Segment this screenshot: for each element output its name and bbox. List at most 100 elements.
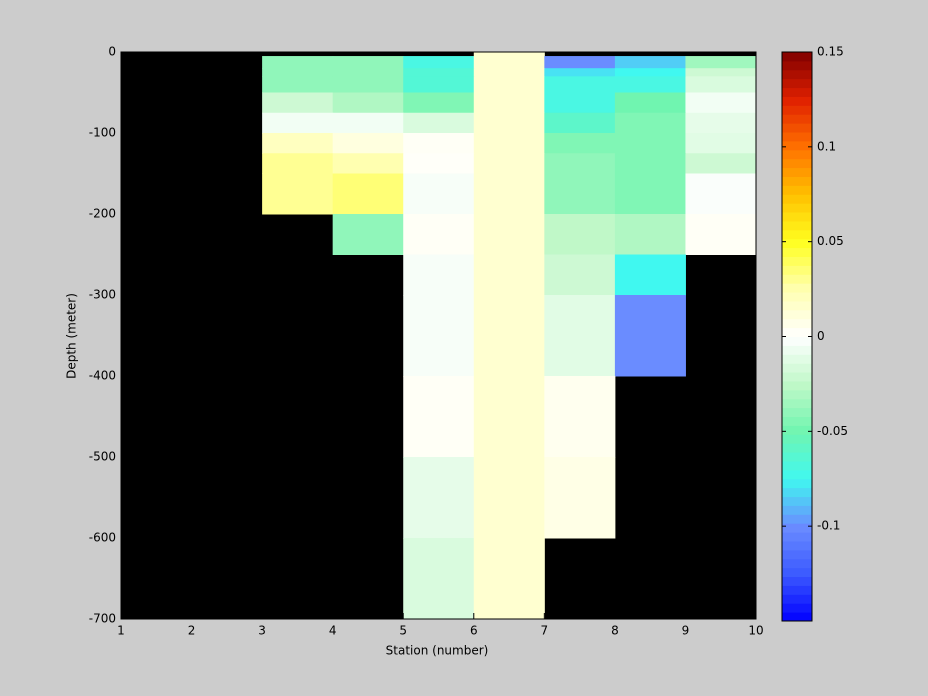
- colorbar-step: [782, 354, 812, 364]
- cell: [544, 112, 616, 134]
- y-tick-label: -700: [89, 612, 116, 626]
- x-tick-label: 3: [258, 624, 266, 638]
- colorbar-step: [782, 60, 812, 71]
- cell: [544, 295, 616, 377]
- y-tick-label: -400: [89, 369, 116, 383]
- cells: [262, 52, 757, 620]
- x-tick-label: 2: [188, 624, 196, 638]
- cell: [544, 133, 616, 154]
- cell: [614, 92, 686, 114]
- cell: [473, 133, 545, 154]
- colorbar-step: [782, 318, 812, 329]
- cell: [262, 76, 334, 93]
- cell: [262, 56, 334, 69]
- cell: [544, 153, 616, 174]
- cell: [473, 295, 545, 377]
- cell: [473, 76, 545, 93]
- cell: [332, 214, 404, 255]
- x-tick-label: 1: [117, 624, 125, 638]
- colorbar-step: [782, 380, 812, 391]
- cell: [544, 376, 616, 458]
- colorbar-tick-label: -0.05: [817, 424, 848, 438]
- colorbar-step: [782, 540, 812, 551]
- cell: [544, 68, 616, 77]
- colorbar-step: [782, 505, 812, 515]
- colorbar-step: [782, 407, 812, 418]
- cell: [473, 92, 545, 114]
- colorbar-tick-label: -0.1: [817, 519, 840, 533]
- colorbar-step: [782, 105, 812, 115]
- colorbar-step: [782, 452, 812, 462]
- cell: [544, 76, 616, 93]
- colorbar-step: [782, 460, 812, 471]
- cell: [685, 214, 757, 255]
- cell: [473, 68, 545, 77]
- colorbar-tick-label: 0: [817, 329, 825, 343]
- cell: [332, 112, 404, 134]
- colorbar-step: [782, 478, 812, 489]
- colorbar-step: [782, 69, 812, 80]
- y-tick-label: 0: [108, 45, 116, 59]
- x-tick-label: 4: [329, 624, 337, 638]
- cell: [262, 92, 334, 114]
- cell: [332, 56, 404, 69]
- cell: [685, 173, 757, 215]
- colorbar-step: [782, 416, 812, 426]
- y-tick-label: -300: [89, 288, 116, 302]
- cell: [473, 214, 545, 255]
- cell: [403, 68, 475, 77]
- colorbar-step: [782, 132, 812, 142]
- cell: [685, 112, 757, 134]
- colorbar-step: [782, 292, 812, 302]
- cell: [473, 52, 545, 57]
- cell: [403, 133, 475, 154]
- y-tick-label: -100: [89, 126, 116, 140]
- cell: [403, 295, 475, 377]
- colorbar-step: [782, 532, 812, 542]
- colorbar-step: [782, 327, 812, 337]
- cell: [614, 173, 686, 215]
- colorbar-step: [782, 283, 812, 293]
- axes: 1 2 3 4 5 6 7 8 9 10 0 -100 -200 -300 -400 -500 -600 -700…: [89, 45, 848, 638]
- cell: [403, 538, 475, 620]
- colorbar-step: [782, 158, 812, 169]
- cell: [544, 92, 616, 114]
- colorbar-step: [782, 514, 812, 524]
- cell: [332, 133, 404, 154]
- cell: [614, 133, 686, 154]
- colorbar-step: [782, 203, 812, 213]
- cell: [332, 68, 404, 77]
- colorbar-step: [782, 78, 812, 89]
- colorbar-step: [782, 96, 812, 106]
- y-tick-label: -200: [89, 207, 116, 221]
- cell: [544, 173, 616, 215]
- cell: [332, 173, 404, 215]
- cell: [473, 112, 545, 134]
- colorbar-step: [782, 558, 812, 569]
- cell: [544, 56, 616, 69]
- colorbar-step: [782, 52, 812, 62]
- colorbar-step: [782, 469, 812, 480]
- cell: [332, 153, 404, 174]
- cell: [262, 153, 334, 174]
- colorbar-step: [782, 372, 812, 382]
- colorbar-step: [782, 434, 812, 444]
- cell: [685, 76, 757, 93]
- x-tick-label: 5: [399, 624, 407, 638]
- cell: [614, 56, 686, 69]
- colorbar-step: [782, 612, 812, 622]
- colorbar-step: [782, 523, 812, 533]
- colorbar-step: [782, 309, 812, 320]
- colorbar-step: [782, 363, 812, 373]
- cell: [403, 254, 475, 296]
- colorbar-step: [782, 398, 812, 409]
- y-tick-label: -600: [89, 531, 116, 545]
- cell: [614, 254, 686, 296]
- colorbar-tick-label: 0.1: [817, 139, 836, 153]
- cell: [544, 457, 616, 539]
- cell: [332, 76, 404, 93]
- cell: [262, 68, 334, 77]
- colorbar-step: [782, 425, 812, 435]
